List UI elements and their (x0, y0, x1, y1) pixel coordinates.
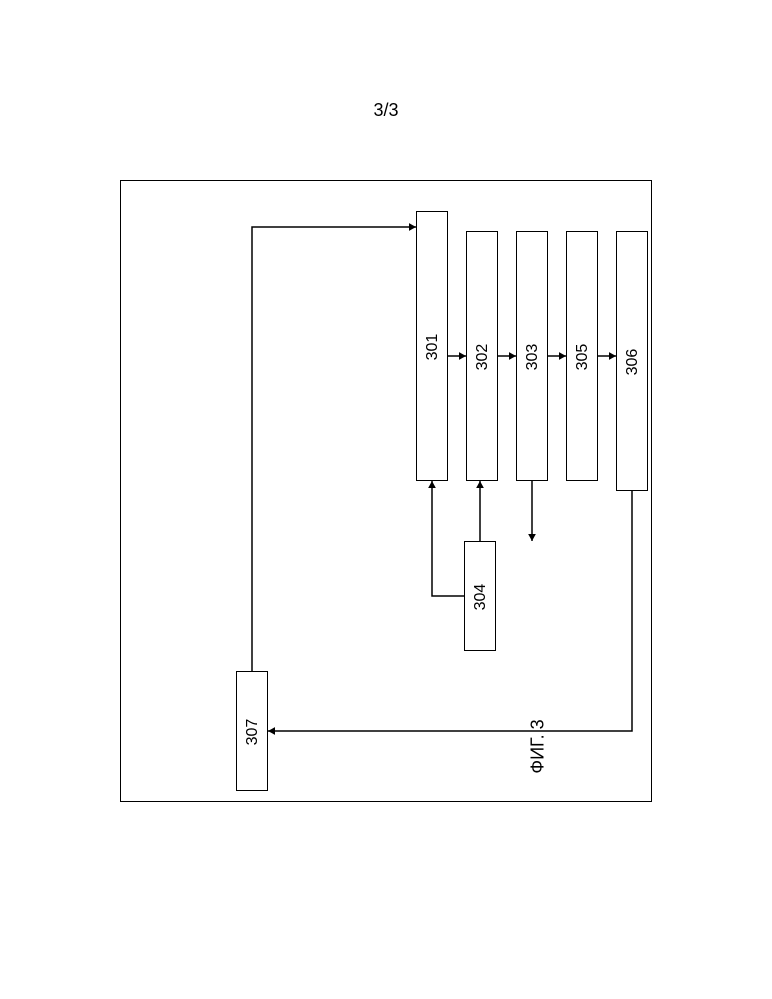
arrowhead (476, 481, 484, 488)
node-304: 304 (464, 541, 496, 651)
node-label-307: 307 (193, 716, 313, 748)
arrowhead (428, 481, 436, 488)
edge-304-301 (432, 481, 464, 596)
page: 3/3 301302303305306304307 ФИГ. 3 (0, 0, 772, 999)
node-label-306: 306 (503, 346, 763, 378)
figure-frame: 301302303305306304307 ФИГ. 3 (120, 180, 652, 802)
node-307: 307 (236, 671, 268, 791)
node-306: 306 (616, 231, 648, 491)
edge-307-301 (252, 227, 416, 671)
arrowhead (409, 223, 416, 231)
node-label-304: 304 (426, 581, 536, 613)
figure-caption: ФИГ. 3 (528, 719, 549, 773)
page-number: 3/3 (373, 100, 398, 121)
arrowhead (528, 534, 536, 541)
